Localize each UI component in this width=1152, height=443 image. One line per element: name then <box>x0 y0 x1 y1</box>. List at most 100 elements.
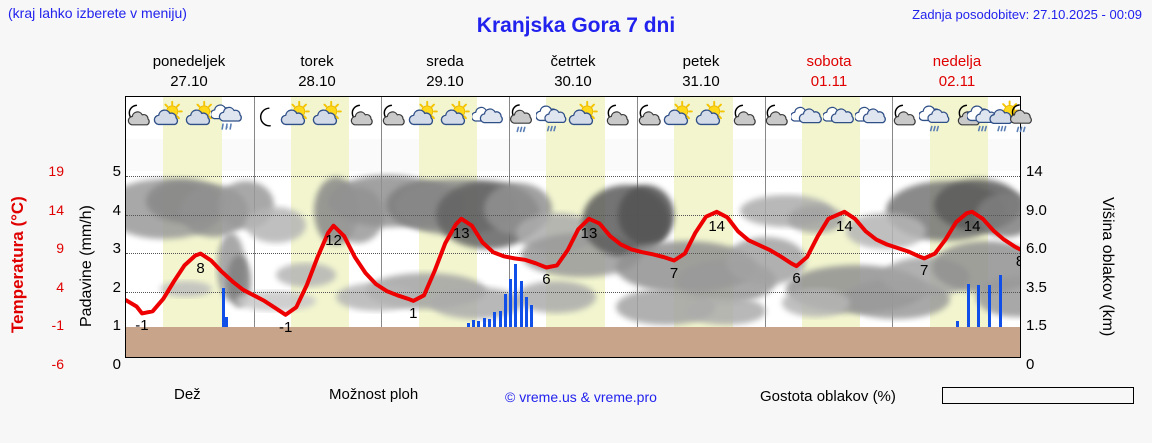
precipitation-bar <box>530 304 534 327</box>
precipitation-bar <box>956 321 960 327</box>
weather-icon-cloud-sleet: * <box>210 99 243 135</box>
cloud-height-tick: 1.5 <box>1026 317 1047 334</box>
temperature-tick: -6 <box>51 355 64 372</box>
day-header-ponedeljek: ponedeljek 27.10 <box>125 52 253 94</box>
weather-icon-cloudy <box>822 99 854 135</box>
day-separator <box>253 139 255 171</box>
temperature-tick: 4 <box>56 278 64 295</box>
day-separator <box>381 171 383 357</box>
day-separator <box>892 97 894 139</box>
daylight-stripe <box>418 139 478 171</box>
weather-icon-sun-cloud <box>568 99 598 135</box>
temperature-axis-ticks: 19 14 9 4 -1 -6 <box>28 163 64 372</box>
weather-icon-cloud-rain <box>917 99 950 135</box>
day-name: ponedeljek <box>152 53 226 70</box>
temperature-tick: 19 <box>48 163 64 179</box>
precipitation-bar <box>471 319 475 327</box>
temperature-cloud-graph: -1 8 -1 12 1 13 6 13 7 14 6 14 7 14 8 <box>126 171 1020 357</box>
temperature-extreme-label: 1 <box>409 304 418 322</box>
temperature-extreme-label: 13 <box>452 224 470 242</box>
temperature-extreme-label: 12 <box>325 231 342 249</box>
weather-icon-cloudy <box>853 99 886 135</box>
precipitation-bar <box>221 288 225 327</box>
weather-icon-clear-night <box>248 99 278 135</box>
cloud-density-legend-title: Gostota oblakov (%) <box>760 388 896 405</box>
weather-icon-sun-cloud <box>663 99 694 135</box>
temperature-extreme-label: 6 <box>792 270 801 288</box>
precipitation-bar <box>493 312 497 327</box>
legend-label-showers: Možnost ploh <box>329 386 419 403</box>
temperature-extreme-label: 14 <box>708 217 726 235</box>
day-date: 27.10 <box>170 73 208 90</box>
day-separator <box>636 139 638 171</box>
time-axis <box>125 359 1021 381</box>
day-name: sreda <box>426 53 464 70</box>
temperature-tick: -1 <box>51 317 64 333</box>
daylight-stripe <box>163 139 222 171</box>
legend-item-showers: Možnost ploh <box>285 386 418 403</box>
precipitation-bar <box>477 321 481 327</box>
temperature-extreme-label: -1 <box>278 318 293 336</box>
day-separator <box>253 171 255 357</box>
daylight-stripe <box>546 139 605 171</box>
day-date: 02.11 <box>938 73 976 90</box>
weather-icon-night-partly-cloudy <box>376 99 406 135</box>
weather-icon-cloudy <box>790 99 823 135</box>
weather-icon-night-rain <box>1004 99 1034 135</box>
temperature-curve <box>126 209 1020 317</box>
weather-icon-night-partly-cloudy <box>632 99 662 135</box>
day-separator <box>764 139 766 171</box>
cloud-height-axis-title: Višina oblakov (km) <box>1099 197 1116 337</box>
cloud-height-tick: 6.0 <box>1026 240 1047 257</box>
weather-icon-night-partly-cloudy <box>727 99 757 135</box>
day-name: nedelja <box>932 53 982 70</box>
day-name: petek <box>682 53 720 70</box>
day-date: 01.11 <box>810 73 848 90</box>
day-separator <box>509 139 511 171</box>
precipitation-tick: 1 <box>112 317 121 334</box>
day-name: torek <box>300 53 334 70</box>
showers-color-swatch <box>285 388 321 401</box>
weather-icon-band: * <box>126 97 1032 139</box>
day-separator <box>892 139 894 171</box>
precipitation-tick: 2 <box>112 278 121 296</box>
day-date: 29.10 <box>426 73 464 90</box>
temperature-axis-title: Temperatura (°C) <box>8 196 27 334</box>
precipitation-bar <box>503 294 507 327</box>
day-header-petek: petek 31.10 <box>637 52 765 94</box>
daylight-stripe <box>290 139 350 171</box>
page-title: Kranjska Gora 7 dni <box>476 14 676 37</box>
weather-icon-sun-cloud <box>695 99 726 135</box>
day-header-row: ponedeljek 27.10 torek 28.10 sreda 29.10 četrt… <box>125 52 1021 94</box>
weather-icon-night-rain <box>504 99 534 135</box>
day-date: 30.10 <box>554 73 592 90</box>
precipitation-bar <box>998 274 1002 327</box>
weather-icon-cloudy <box>470 99 503 135</box>
weather-icon-night-partly-cloudy <box>344 99 374 135</box>
temperature-extreme-label: 6 <box>542 271 551 289</box>
temperature-extreme-label: 7 <box>920 262 929 280</box>
precipitation-axis-ticks: 5 4 3 2 1 0 <box>99 163 121 373</box>
precipitation-tick: 5 <box>112 163 121 180</box>
day-separator <box>253 97 255 139</box>
rain-color-swatch <box>130 388 166 401</box>
copyright-link[interactable]: © vreme.us & vreme.pro <box>505 389 657 405</box>
day-date: 31.10 <box>682 73 720 90</box>
weather-icon-cloud-rain <box>534 99 567 135</box>
day-name: četrtek <box>550 53 596 70</box>
precipitation-bar <box>525 297 529 327</box>
terrain-strip <box>126 327 1020 357</box>
temperature-extreme-label: 14 <box>836 217 853 235</box>
precipitation-bar <box>514 264 518 327</box>
precipitation-bar <box>487 318 491 327</box>
last-update-label: Zadnja posodobitev: 27.10.2025 - 00:09 <box>912 7 1142 22</box>
temperature-extreme-label: 8 <box>1016 253 1020 270</box>
weather-icon-night-partly-cloudy <box>887 99 917 135</box>
day-date: 28.10 <box>298 73 336 90</box>
day-separator <box>509 97 511 139</box>
daylight-stripe <box>929 139 989 171</box>
day-header-torek: torek 28.10 <box>253 52 381 94</box>
legend-label-rain: Dež <box>174 386 201 403</box>
day-header-četrtek: četrtek 30.10 <box>509 52 637 94</box>
precipitation-bar <box>224 316 228 327</box>
